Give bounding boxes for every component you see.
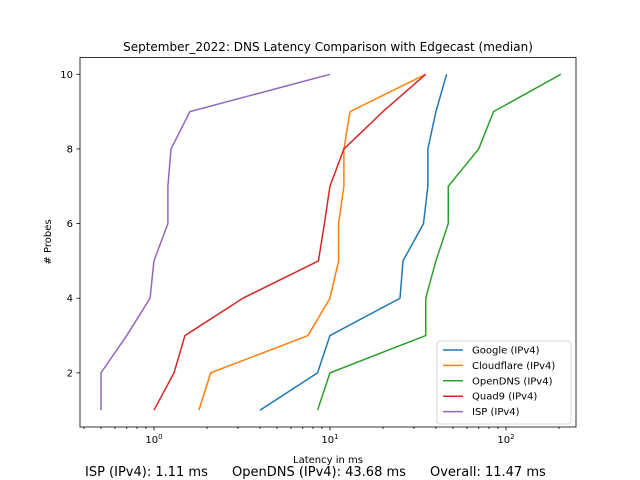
y-tick-label: 4 [67,294,73,305]
y-tick-label: 8 [67,144,73,155]
legend-label-3: Quad9 (IPv4) [472,392,537,403]
footer-opendns-median: OpenDNS (IPv4): 43.68 ms [232,465,406,480]
footer-overall-median: Overall: 11.47 ms [430,465,546,480]
legend-label-2: OpenDNS (IPv4) [472,376,553,387]
x-axis-ticks: 100 101 102 [83,427,560,446]
x-tick-label: 100 [145,433,162,446]
legend: Google (IPv4) Cloudflare (IPv4) OpenDNS (I… [436,340,572,425]
y-axis-ticks: 2 4 6 8 10 [60,70,80,379]
y-axis-label: # Probes [43,219,54,264]
y-tick-label: 10 [60,70,73,81]
series-line-3 [153,73,427,411]
legend-label-4: ISP (IPv4) [472,407,520,418]
series-line-0 [259,74,448,411]
legend-label-1: Cloudflare (IPv4) [472,361,555,372]
legend-label-0: Google (IPv4) [472,346,540,357]
footer-isp-median: ISP (IPv4): 1.11 ms [85,465,208,480]
chart-title: September_2022: DNS Latency Comparison w… [123,40,533,54]
series-line-2 [316,73,562,411]
x-tick-label: 102 [497,433,514,446]
series-layer [100,73,562,411]
y-tick-label: 6 [67,219,73,230]
y-tick-label: 2 [67,368,73,379]
x-tick-label: 101 [321,433,338,446]
series-line-4 [100,73,331,411]
legend-box [436,340,572,425]
x-axis-label: Latency in ms [293,455,363,466]
series-line-1 [198,73,427,411]
plot-frame [79,57,577,428]
